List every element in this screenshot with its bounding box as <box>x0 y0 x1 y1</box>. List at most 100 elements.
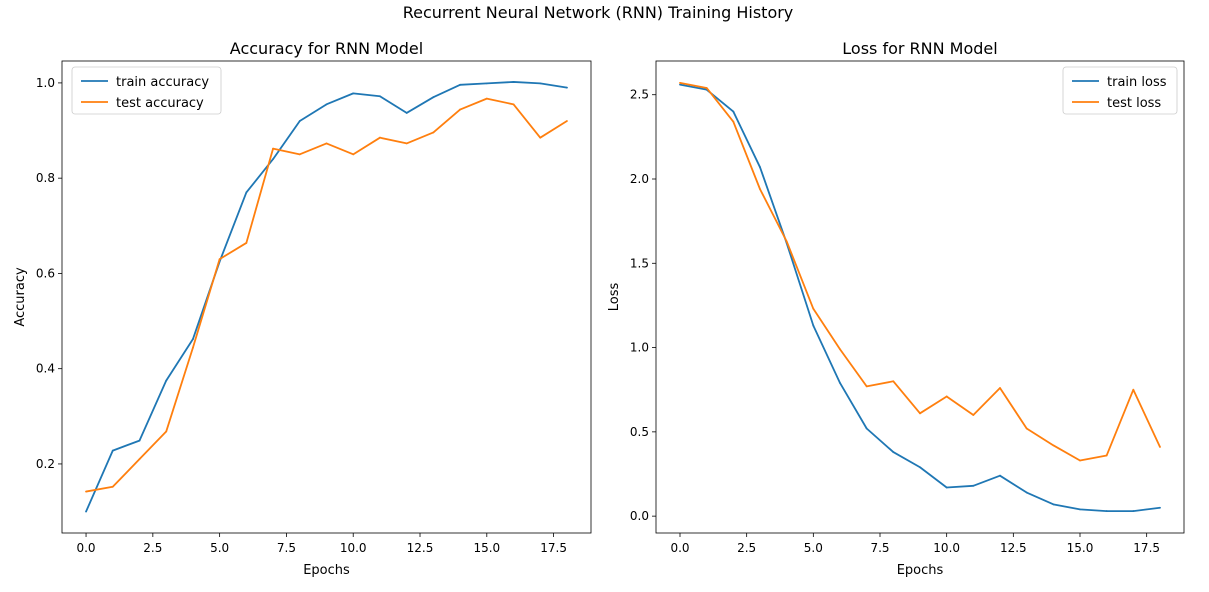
data-point-train-loss <box>732 110 735 113</box>
data-point-train-loss <box>999 474 1001 477</box>
series-line-test-accuracy <box>85 97 568 493</box>
x-tick-label: 15.0 <box>473 541 500 555</box>
data-point-test-accuracy <box>405 142 408 145</box>
x-axis-label: Epochs <box>303 563 350 578</box>
data-point-test-loss <box>759 188 761 191</box>
data-point-train-accuracy <box>111 449 114 452</box>
y-axis-label: Loss <box>607 283 622 312</box>
data-point-test-loss <box>865 385 868 388</box>
data-point-train-accuracy <box>245 191 248 194</box>
data-point-train-accuracy <box>165 379 168 382</box>
data-point-test-loss <box>999 387 1001 389</box>
data-point-test-loss <box>1132 388 1135 391</box>
legend-label-test-loss: test loss <box>1107 96 1161 111</box>
legend-box <box>71 66 222 115</box>
data-point-train-loss <box>679 83 681 86</box>
data-point-test-loss <box>892 380 895 383</box>
data-point-test-accuracy <box>111 485 114 488</box>
legend-label-test-accuracy: test accuracy <box>116 96 204 111</box>
data-point-test-loss <box>679 82 681 84</box>
data-point-train-loss <box>1132 510 1135 512</box>
data-point-test-loss <box>1079 459 1081 462</box>
x-tick-label: 12.5 <box>1000 541 1027 555</box>
x-tick-label: 0.0 <box>76 541 95 555</box>
data-point-train-loss <box>1025 491 1028 494</box>
data-point-test-accuracy <box>379 136 381 139</box>
y-tick-label: 0.5 <box>630 425 649 439</box>
data-point-test-accuracy <box>245 242 248 244</box>
data-point-train-accuracy <box>138 439 141 442</box>
data-point-test-accuracy <box>272 147 274 150</box>
x-tick-label: 17.5 <box>540 541 567 555</box>
data-point-train-loss <box>1159 506 1161 509</box>
data-point-train-accuracy <box>566 86 568 89</box>
data-point-test-loss <box>732 120 735 123</box>
y-tick-label: 1.0 <box>630 341 649 355</box>
data-point-train-accuracy <box>192 338 194 341</box>
data-point-train-loss <box>865 427 868 430</box>
y-tick-label: 0.6 <box>36 266 55 280</box>
data-point-test-accuracy <box>85 490 87 493</box>
data-point-train-loss <box>945 486 948 489</box>
data-point-train-accuracy <box>512 81 515 83</box>
data-point-test-accuracy <box>218 258 221 261</box>
data-point-train-loss <box>919 466 921 469</box>
y-tick-label: 0.4 <box>36 362 55 376</box>
plot-frame <box>655 60 1185 534</box>
data-point-train-loss <box>1052 503 1055 506</box>
data-point-train-loss <box>1105 510 1108 512</box>
data-point-test-loss <box>945 395 948 398</box>
data-point-train-accuracy <box>459 83 461 86</box>
data-point-test-accuracy <box>192 346 194 349</box>
y-axis-label: Accuracy <box>13 267 28 327</box>
y-tick-label: 1.5 <box>630 256 649 270</box>
data-point-train-loss <box>839 382 841 384</box>
x-tick-label: 17.5 <box>1133 541 1160 555</box>
data-point-test-accuracy <box>325 142 328 145</box>
figure-suptitle: Recurrent Neural Network (RNN) Training … <box>403 3 794 22</box>
x-axis-label: Epochs <box>897 563 944 578</box>
data-point-train-accuracy <box>352 92 355 95</box>
y-tick-label: 0.2 <box>36 457 55 471</box>
data-point-test-loss <box>1025 427 1028 430</box>
data-point-train-accuracy <box>485 82 488 85</box>
x-tick-label: 0.0 <box>670 541 689 555</box>
data-point-test-loss <box>839 348 841 351</box>
data-point-test-loss <box>1105 454 1108 457</box>
data-point-train-loss <box>759 166 761 169</box>
legend-label-train-accuracy: train accuracy <box>116 75 209 90</box>
x-tick-label: 12.5 <box>407 541 434 555</box>
data-point-test-loss <box>785 240 788 243</box>
y-tick-label: 2.0 <box>630 172 649 186</box>
accuracy-chart: Accuracy for RNN Model 0.0 2.5 5.0 7.5 10.0 12… <box>13 39 592 578</box>
series-line-test-loss <box>679 82 1161 462</box>
x-tick-label: 2.5 <box>737 541 756 555</box>
data-point-test-accuracy <box>138 458 141 461</box>
data-point-train-accuracy <box>432 96 435 99</box>
data-point-train-loss <box>812 324 815 327</box>
x-tick-label: 10.0 <box>933 541 960 555</box>
x-tick-label: 5.0 <box>804 541 823 555</box>
legend-label-train-loss: train loss <box>1107 75 1167 90</box>
data-point-train-accuracy <box>379 95 381 98</box>
chart-title: Loss for RNN Model <box>842 39 997 58</box>
x-tick-label: 7.5 <box>870 541 889 555</box>
plot-frame <box>61 60 592 534</box>
data-point-test-accuracy <box>512 103 515 106</box>
y-tick-label: 1.0 <box>36 76 55 90</box>
data-point-test-accuracy <box>165 430 168 433</box>
series-line-train-loss <box>679 83 1161 512</box>
data-point-test-accuracy <box>566 120 568 122</box>
data-point-test-accuracy <box>352 153 355 156</box>
series-line-train-accuracy <box>85 81 568 512</box>
legend: train loss test loss <box>1062 66 1178 115</box>
legend: train accuracy test accuracy <box>71 66 222 115</box>
data-point-train-accuracy <box>298 120 301 122</box>
y-tick-label: 0.0 <box>630 509 649 523</box>
data-point-train-loss <box>972 484 975 487</box>
data-point-train-loss <box>892 451 895 453</box>
data-point-test-accuracy <box>298 153 301 156</box>
chart-title: Accuracy for RNN Model <box>230 39 423 58</box>
data-point-train-loss <box>1079 508 1081 511</box>
